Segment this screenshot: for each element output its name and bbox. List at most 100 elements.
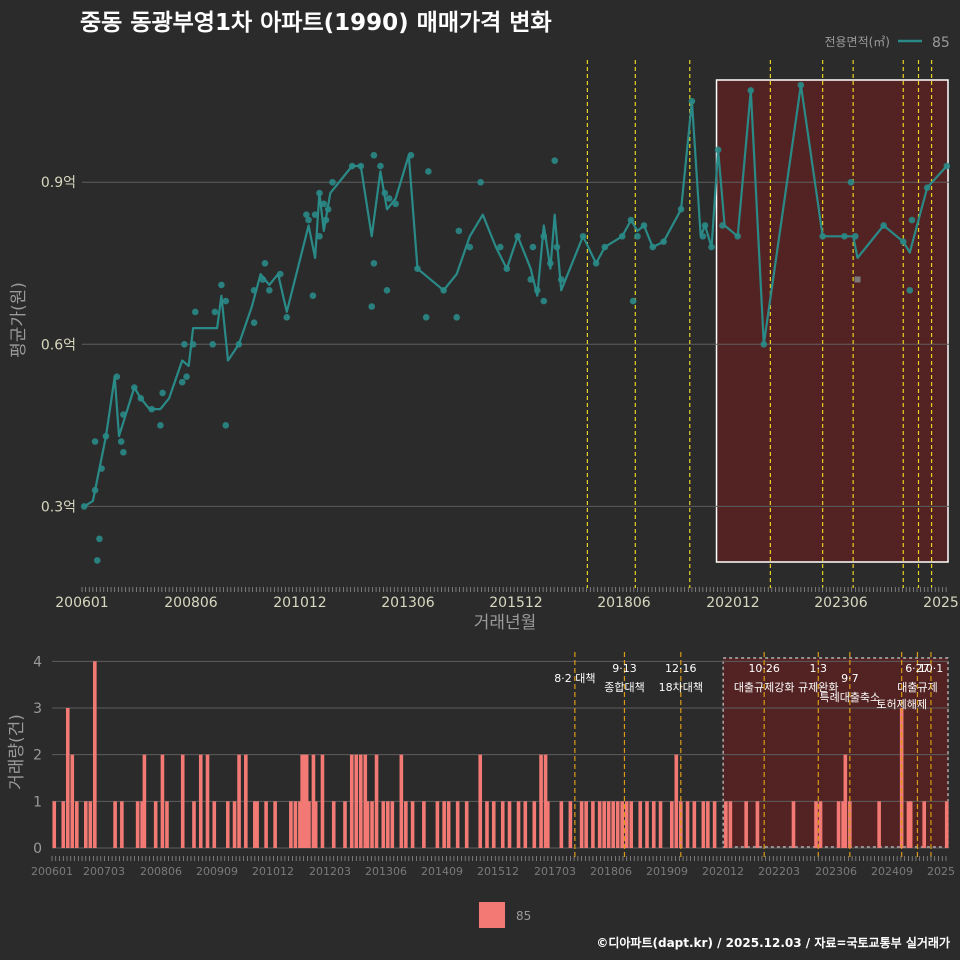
volume-bar-107	[877, 801, 881, 848]
volume-bar-15	[165, 801, 169, 848]
volume-bar-48	[381, 801, 386, 848]
volume-bar-36	[311, 754, 316, 848]
volume-y-tick-4: 4	[33, 654, 42, 670]
volume-bar-21	[225, 801, 230, 848]
volume-bar-111	[922, 801, 927, 848]
policy-sublabel-3: 대출규제강화	[734, 681, 795, 694]
legend-bar-swatch	[479, 902, 505, 928]
volume-x-tick-label-13: 202203	[758, 865, 800, 878]
price-point-40	[320, 200, 328, 208]
y-tick-label-1: 0.6억	[41, 337, 76, 353]
x-tick-label-2: 201012	[273, 595, 326, 611]
price-point-62	[477, 178, 484, 186]
volume-y-tick-1: 1	[33, 794, 42, 810]
volume-bar-108	[899, 708, 904, 848]
chart-title: 중동 동광부영1차 아파트(1990) 매매가격 변화	[80, 10, 552, 36]
price-point-2	[93, 557, 101, 564]
volume-bar-69	[543, 754, 548, 848]
volume-bar-40	[343, 801, 347, 848]
policy-sublabel-7: 대출규제	[897, 681, 937, 694]
volume-bar-95	[712, 801, 717, 848]
highlight-region	[715, 79, 949, 563]
legend-label-85: 85	[932, 35, 950, 51]
price-point-67	[529, 243, 537, 251]
volume-bar-68	[539, 754, 543, 848]
volume-y-axis-label: 거래량(건)	[7, 714, 27, 790]
volume-bar-103	[836, 801, 841, 848]
volume-bar-38	[320, 754, 325, 848]
volume-bar-94	[706, 801, 710, 848]
volume-bar-92	[692, 801, 697, 848]
price-point-61	[466, 243, 474, 251]
volume-bar-9	[120, 801, 124, 848]
volume-x-tick-label-10: 201806	[590, 865, 632, 878]
legend-bottom: 85	[479, 902, 531, 928]
policy-sublabel-4: 규제완화	[798, 681, 838, 694]
price-point-20	[191, 308, 199, 316]
volume-bar-97	[728, 801, 733, 848]
volume-bar-51	[399, 754, 404, 848]
volume-bar-37	[313, 801, 318, 848]
legend-bar-label: 85	[516, 909, 531, 923]
volume-bar-6	[88, 801, 93, 848]
x-tick-label-8: 2025	[923, 595, 959, 611]
price-point-56	[422, 313, 430, 321]
price-point-24	[222, 297, 230, 305]
volume-bar-80	[615, 801, 620, 848]
volume-bar-25	[253, 801, 257, 848]
price-point-57	[425, 168, 432, 175]
volume-bar-66	[523, 801, 528, 848]
volume-bar-82	[624, 801, 629, 848]
price-point-38	[316, 232, 323, 240]
policy-sublabel-2: 18차대책	[659, 681, 703, 694]
volume-bar-34	[304, 754, 309, 848]
volume-y-tick-0: 0	[33, 841, 42, 857]
volume-x-tick-label-11: 201909	[646, 865, 688, 878]
price-point-36	[309, 292, 317, 299]
volume-bar-93	[701, 801, 706, 848]
volume-bar-105	[843, 754, 848, 848]
volume-x-tick-label-4: 201012	[252, 865, 294, 878]
price-point-21	[209, 341, 217, 348]
footer-credit: ©디아파트(dapt.kr) / 2025.12.03 / 자료=국토교통부 실…	[596, 935, 950, 950]
volume-bar-67	[532, 801, 537, 848]
volume-bar-47	[374, 754, 379, 848]
legend-top: 전용면적(㎡) 85	[824, 35, 949, 51]
price-point-30	[261, 259, 269, 267]
price-point-46	[368, 303, 376, 310]
price-plot: 0.3억 0.6억 0.9억 200601 200806 201012 201306 2015…	[41, 60, 959, 611]
volume-bar-11	[140, 801, 144, 848]
volume-bar-91	[685, 801, 690, 848]
x-tick-label-6: 202012	[706, 595, 759, 611]
volume-bar-78	[606, 801, 611, 848]
volume-y-tick-2: 2	[33, 748, 42, 764]
policy-label-0: 8·2 대책	[554, 672, 595, 685]
volume-bar-52	[404, 801, 408, 848]
volume-x-tick-label-3: 200909	[196, 865, 238, 878]
volume-bar-20	[212, 801, 217, 848]
volume-bar-17	[192, 801, 196, 848]
volume-bar-77	[602, 801, 606, 848]
volume-bar-0	[52, 801, 57, 848]
volume-bar-72	[568, 801, 573, 848]
price-line-85	[83, 83, 948, 508]
volume-bar-2	[65, 708, 70, 848]
x-tick-label-0: 200601	[55, 595, 108, 611]
volume-bar-101	[814, 801, 818, 848]
volume-bar-98	[744, 801, 748, 848]
volume-bar-102	[818, 801, 823, 848]
price-point-5	[91, 438, 99, 445]
price-point-72	[551, 157, 559, 164]
price-point-59	[453, 313, 460, 321]
volume-bar-61	[485, 801, 489, 848]
volume-x-tick-label-8: 201512	[477, 865, 519, 878]
volume-bar-10	[135, 801, 140, 848]
volume-bar-53	[410, 801, 415, 848]
volume-bar-57	[446, 801, 451, 848]
price-point-37	[311, 211, 319, 218]
volume-bar-83	[629, 801, 634, 848]
volume-bar-8	[113, 801, 117, 848]
price-point-102	[906, 286, 914, 294]
price-point-14	[157, 422, 164, 429]
